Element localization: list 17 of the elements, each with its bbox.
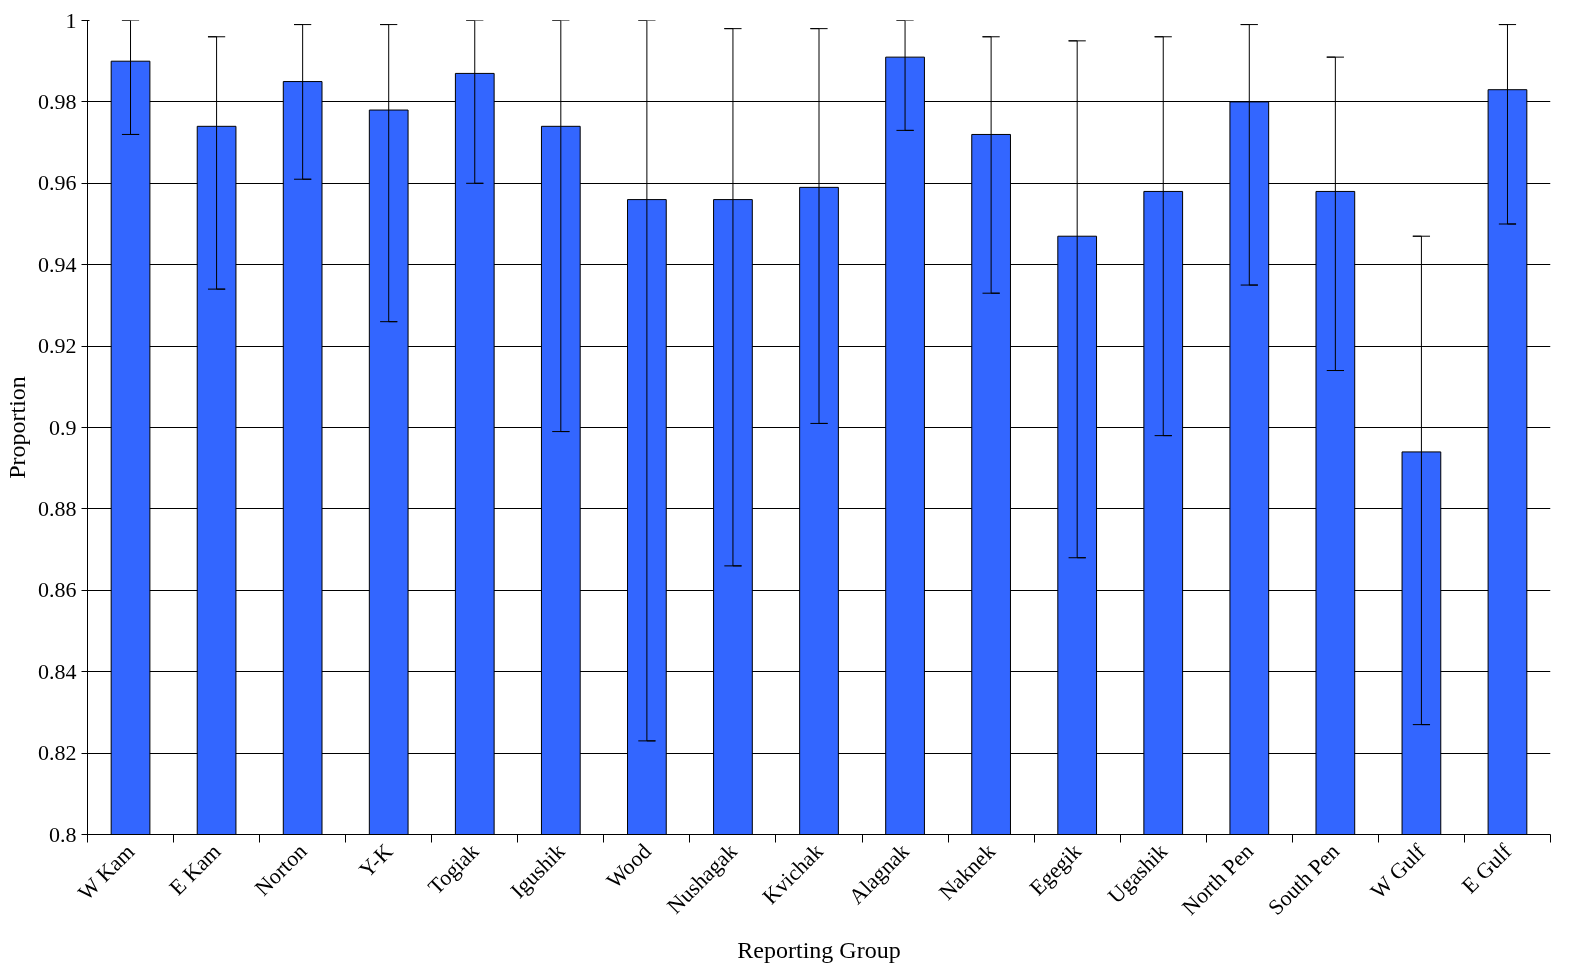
y-tick-label: 1 — [65, 7, 77, 33]
y-tick-label: 0.84 — [38, 658, 77, 684]
y-tick-label: 0.82 — [38, 740, 77, 766]
x-tick-label: W Gulf — [1365, 838, 1431, 904]
x-tick-label: E Kam — [164, 838, 226, 900]
x-tick-label: E Gulf — [1456, 838, 1517, 899]
y-tick-label: 0.96 — [38, 170, 77, 196]
y-tick-label: 0.9 — [49, 414, 77, 440]
y-tick-label: 0.88 — [38, 495, 77, 521]
x-tick-label: Y-K — [353, 838, 398, 883]
y-axis-title: Proportion — [4, 376, 30, 479]
y-tick-label: 0.8 — [49, 821, 77, 847]
y-tick-label: 0.86 — [38, 577, 77, 603]
y-tick-label: 0.94 — [38, 251, 77, 277]
y-tick-label: 0.92 — [38, 333, 77, 359]
y-tick-label: 0.98 — [38, 88, 77, 114]
x-axis-title: Reporting Group — [737, 936, 901, 963]
